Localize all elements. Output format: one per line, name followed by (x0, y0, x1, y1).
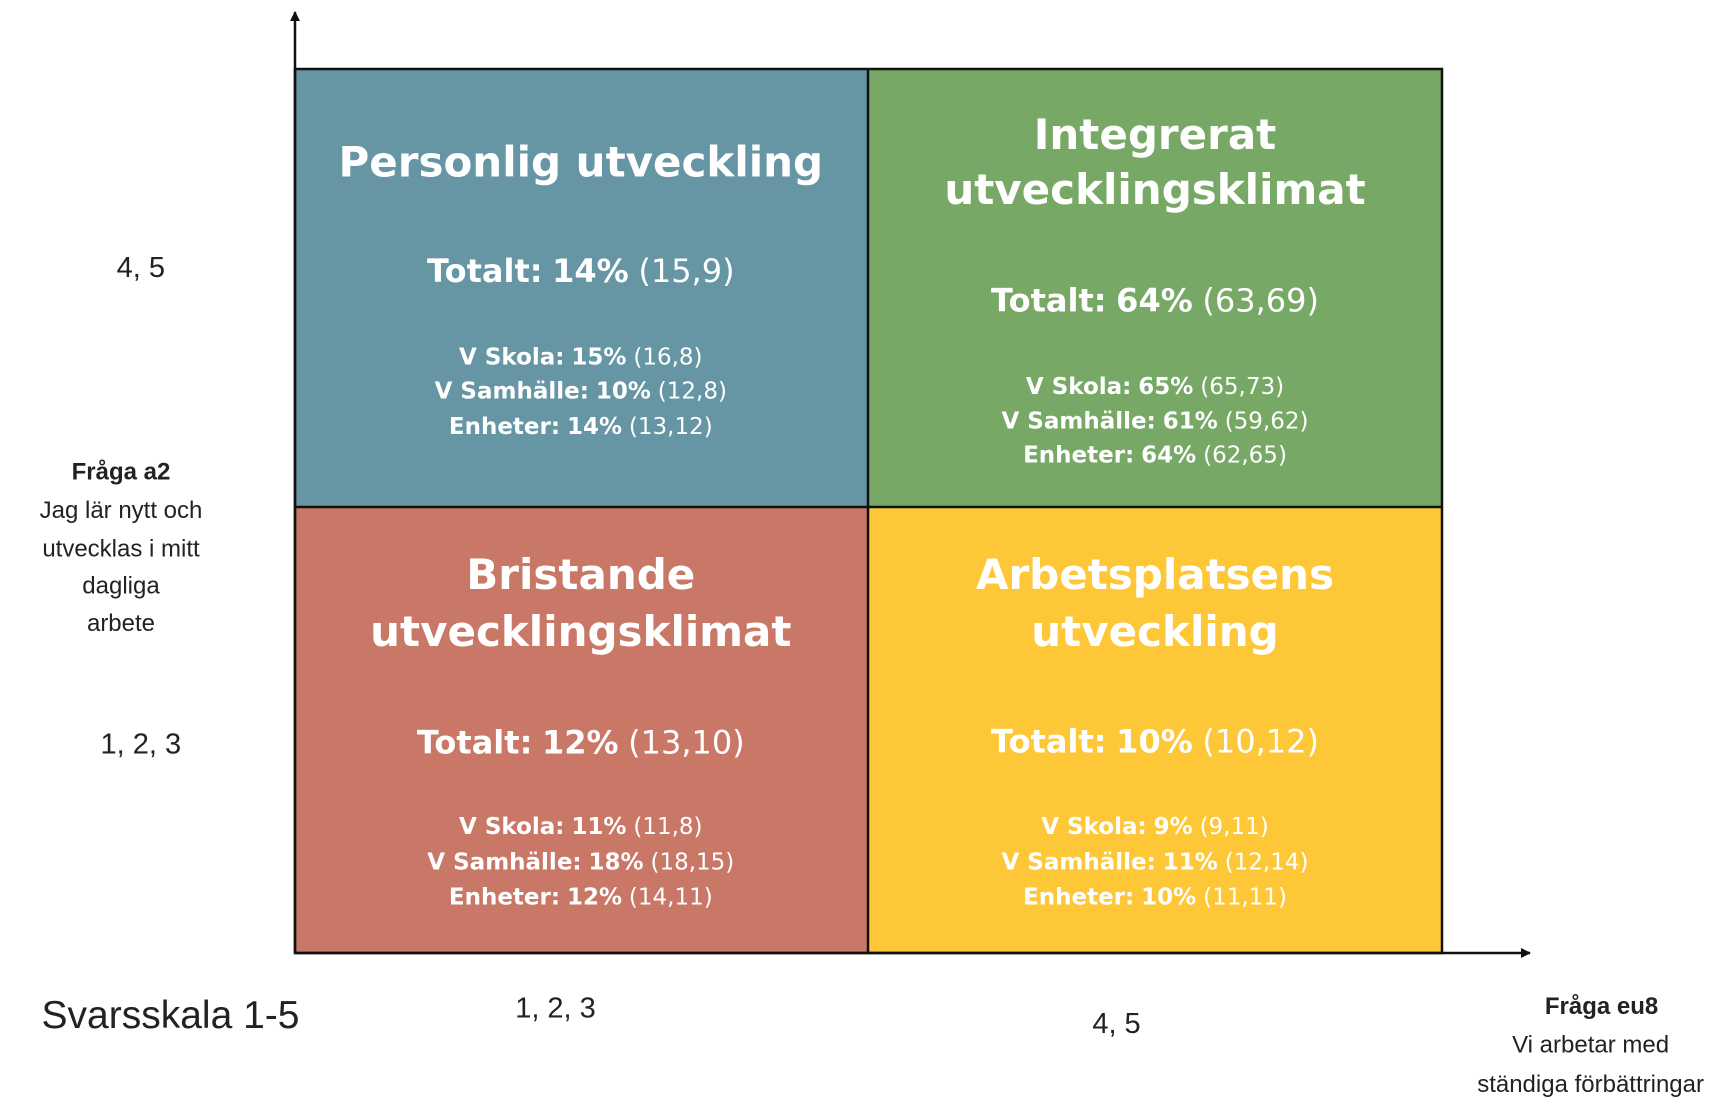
range: (12,8) (658, 378, 727, 404)
y-level-label: 4, 5 (117, 252, 165, 284)
x-description: Vi arbetar med (1512, 1031, 1669, 1058)
quadrant-row: V Skola: 65% (65,73) (1026, 374, 1284, 400)
quadrant-title: Personlig utveckling (338, 138, 823, 187)
value: 14% (552, 252, 629, 290)
value: 9% (1154, 814, 1193, 840)
quadrant-row: V Samhälle: 18% (18,15) (427, 849, 734, 875)
range: (59,62) (1225, 408, 1309, 434)
quadrant-row: V Samhälle: 10% (12,8) (435, 378, 727, 404)
x-question: Fråga eu8 (1545, 993, 1658, 1020)
quadrant-total: Totalt: 10% (10,12) (991, 723, 1319, 761)
quadrant-bg (295, 507, 868, 953)
label: V Skola: (459, 344, 564, 370)
quadrant-row: Enheter: 12% (14,11) (449, 884, 713, 910)
quadrant-total: Totalt: 14% (15,9) (427, 252, 735, 290)
quadrant-title: utveckling (1031, 607, 1278, 656)
label: Enheter: (449, 884, 560, 910)
quadrant-total: Totalt: 12% (13,10) (417, 724, 745, 762)
quadrant-row: V Skola: 11% (11,8) (459, 814, 703, 840)
quadrant-row: V Samhälle: 11% (12,14) (1002, 849, 1309, 875)
value: 12% (567, 884, 622, 910)
scale-label: Svarsskala 1-5 (42, 994, 300, 1037)
value: 64% (1141, 442, 1196, 468)
label: Totalt: (427, 252, 543, 290)
range: (63,69) (1202, 282, 1319, 320)
value: 18% (589, 849, 644, 875)
label: V Skola: (1026, 374, 1131, 400)
quadrant-total: Totalt: 64% (63,69) (991, 282, 1319, 320)
label: Totalt: (991, 723, 1107, 761)
quadrant-title: utvecklingsklimat (370, 607, 791, 656)
label: V Skola: (459, 814, 564, 840)
value: 14% (567, 413, 622, 439)
label: V Samhälle: (1002, 408, 1156, 434)
y-question: Fråga a2 (72, 458, 171, 485)
value: 10% (1141, 884, 1196, 910)
value: 65% (1138, 374, 1193, 400)
y-description: Jag lär nytt och (40, 497, 203, 524)
x-description: ständiga förbättringar (1477, 1071, 1704, 1098)
range: (10,12) (1202, 723, 1319, 761)
label: Enheter: (1023, 442, 1134, 468)
quadrant-title: Integrerat (1034, 110, 1276, 159)
label: V Skola: (1041, 814, 1146, 840)
range: (9,11) (1200, 814, 1269, 840)
value: 11% (1163, 849, 1218, 875)
label: V Samhälle: (1002, 849, 1156, 875)
quadrant-title: Arbetsplatsens (976, 550, 1334, 599)
y-description: dagliga (82, 573, 160, 600)
value: 64% (1116, 282, 1193, 320)
quadrant-title: Bristande (466, 550, 695, 599)
y-description: utvecklas i mitt (42, 535, 200, 562)
x-level-label: 1, 2, 3 (515, 992, 596, 1024)
value: 10% (1116, 723, 1193, 761)
label: Enheter: (1023, 884, 1134, 910)
range: (16,8) (633, 344, 702, 370)
quadrant-row: V Skola: 9% (9,11) (1041, 814, 1269, 840)
value: 11% (571, 814, 626, 840)
label: Totalt: (417, 724, 533, 762)
y-description: arbete (87, 610, 155, 637)
label: V Samhälle: (427, 849, 581, 875)
quadrant-bg (295, 69, 868, 507)
quadrant-row: V Skola: 15% (16,8) (459, 344, 703, 370)
range: (62,65) (1203, 442, 1287, 468)
value: 15% (571, 344, 626, 370)
range: (12,14) (1225, 849, 1309, 875)
quadrant-bg (868, 507, 1442, 953)
value: 61% (1163, 408, 1218, 434)
quadrant-row: Enheter: 64% (62,65) (1023, 442, 1287, 468)
range: (18,15) (650, 849, 734, 875)
quadrant-row: V Samhälle: 61% (59,62) (1002, 408, 1309, 434)
label: Totalt: (991, 282, 1107, 320)
range: (15,9) (638, 252, 734, 290)
label: Enheter: (449, 413, 560, 439)
quadrant-title: utvecklingsklimat (944, 165, 1365, 214)
value: 12% (542, 724, 619, 762)
range: (65,73) (1200, 374, 1284, 400)
value: 10% (596, 378, 651, 404)
range: (13,10) (628, 724, 745, 762)
quadrant-row: Enheter: 14% (13,12) (449, 413, 713, 439)
quadrant-row: Enheter: 10% (11,11) (1023, 884, 1287, 910)
label: V Samhälle: (435, 378, 589, 404)
range: (11,8) (633, 814, 702, 840)
range: (14,11) (629, 884, 713, 910)
y-level-label: 1, 2, 3 (100, 728, 181, 760)
x-level-label: 4, 5 (1092, 1008, 1140, 1040)
quadrant-bg (868, 69, 1442, 507)
range: (13,12) (629, 413, 713, 439)
range: (11,11) (1203, 884, 1287, 910)
